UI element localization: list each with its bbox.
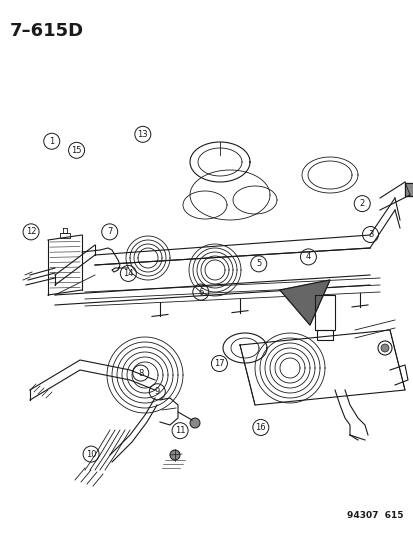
Text: 6: 6	[198, 288, 203, 296]
Text: 94307  615: 94307 615	[347, 511, 403, 520]
Text: 1: 1	[49, 137, 54, 146]
Circle shape	[170, 450, 180, 460]
Text: 17: 17	[214, 359, 224, 368]
Text: 7–615D: 7–615D	[10, 22, 84, 40]
Text: 16: 16	[255, 423, 266, 432]
Polygon shape	[404, 183, 413, 196]
Text: 15: 15	[71, 146, 82, 155]
Text: 3: 3	[367, 230, 372, 239]
Text: 14: 14	[123, 269, 133, 278]
Text: 5: 5	[256, 260, 261, 268]
Text: 7: 7	[107, 228, 112, 236]
Polygon shape	[279, 280, 329, 325]
Text: 13: 13	[137, 130, 148, 139]
Text: 10: 10	[85, 450, 96, 458]
Text: 8: 8	[138, 369, 143, 377]
Text: 11: 11	[174, 426, 185, 435]
Text: 4: 4	[305, 253, 310, 261]
Circle shape	[380, 344, 388, 352]
Text: 12: 12	[26, 228, 36, 236]
Text: 2: 2	[359, 199, 364, 208]
Circle shape	[190, 418, 199, 428]
Text: 9: 9	[154, 387, 159, 396]
